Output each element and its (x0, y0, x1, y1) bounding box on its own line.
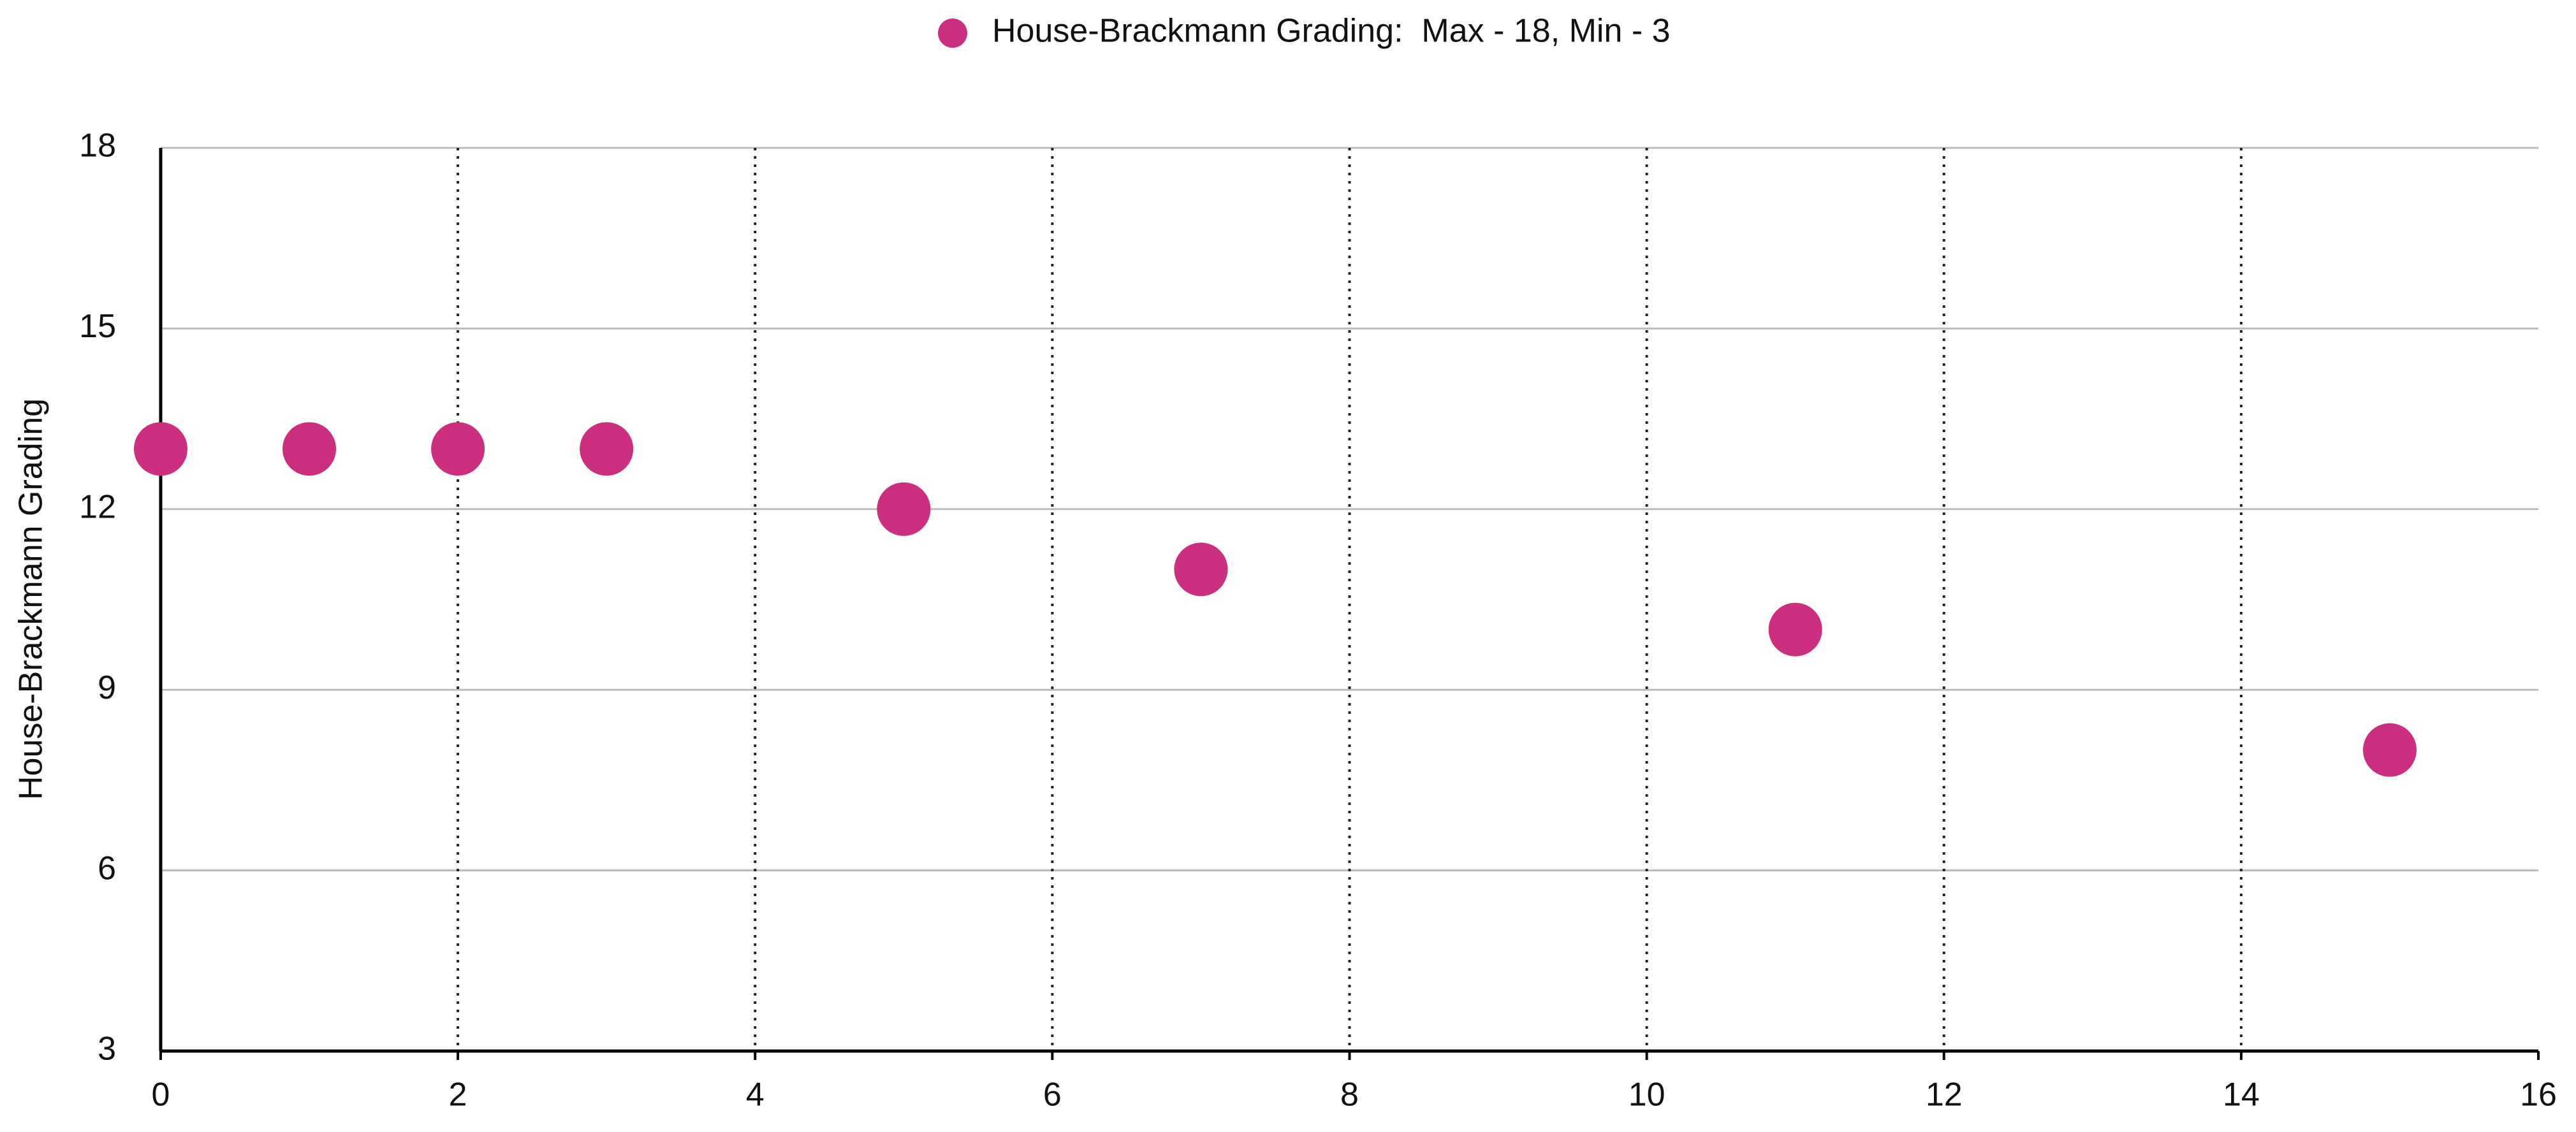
x-tick-label: 2 (449, 1077, 467, 1114)
scatter-point (134, 422, 187, 476)
scatter-point (2362, 723, 2417, 777)
y-tick-label: 12 (79, 489, 116, 526)
scatter-point (877, 482, 931, 536)
y-tick-label: 18 (79, 127, 116, 164)
x-tick-label: 8 (1340, 1077, 1359, 1114)
x-tick-label: 10 (1628, 1077, 1665, 1114)
legend-marker (938, 18, 967, 48)
y-tick-label: 9 (98, 669, 116, 706)
x-tick-label: 6 (1043, 1077, 1062, 1114)
legend-label: House-Brackmann Grading: Max - 18, Min -… (992, 13, 1671, 50)
y-axis-label: House-Brackmann Grading (13, 398, 50, 800)
y-tick-label: 3 (98, 1031, 116, 1068)
scatter-point (431, 422, 485, 476)
y-tick-label: 6 (98, 850, 116, 887)
scatter-point (1768, 602, 1822, 657)
scatter-point (1174, 542, 1228, 597)
x-tick-label: 0 (152, 1077, 170, 1114)
x-tick-label: 16 (2520, 1077, 2557, 1114)
y-tick-label: 15 (79, 308, 116, 345)
x-tick-label: 4 (746, 1077, 765, 1114)
x-tick-label: 14 (2223, 1077, 2260, 1114)
scatter-point (580, 422, 634, 476)
scatter-point (282, 422, 337, 476)
x-tick-label: 12 (1926, 1077, 1963, 1114)
